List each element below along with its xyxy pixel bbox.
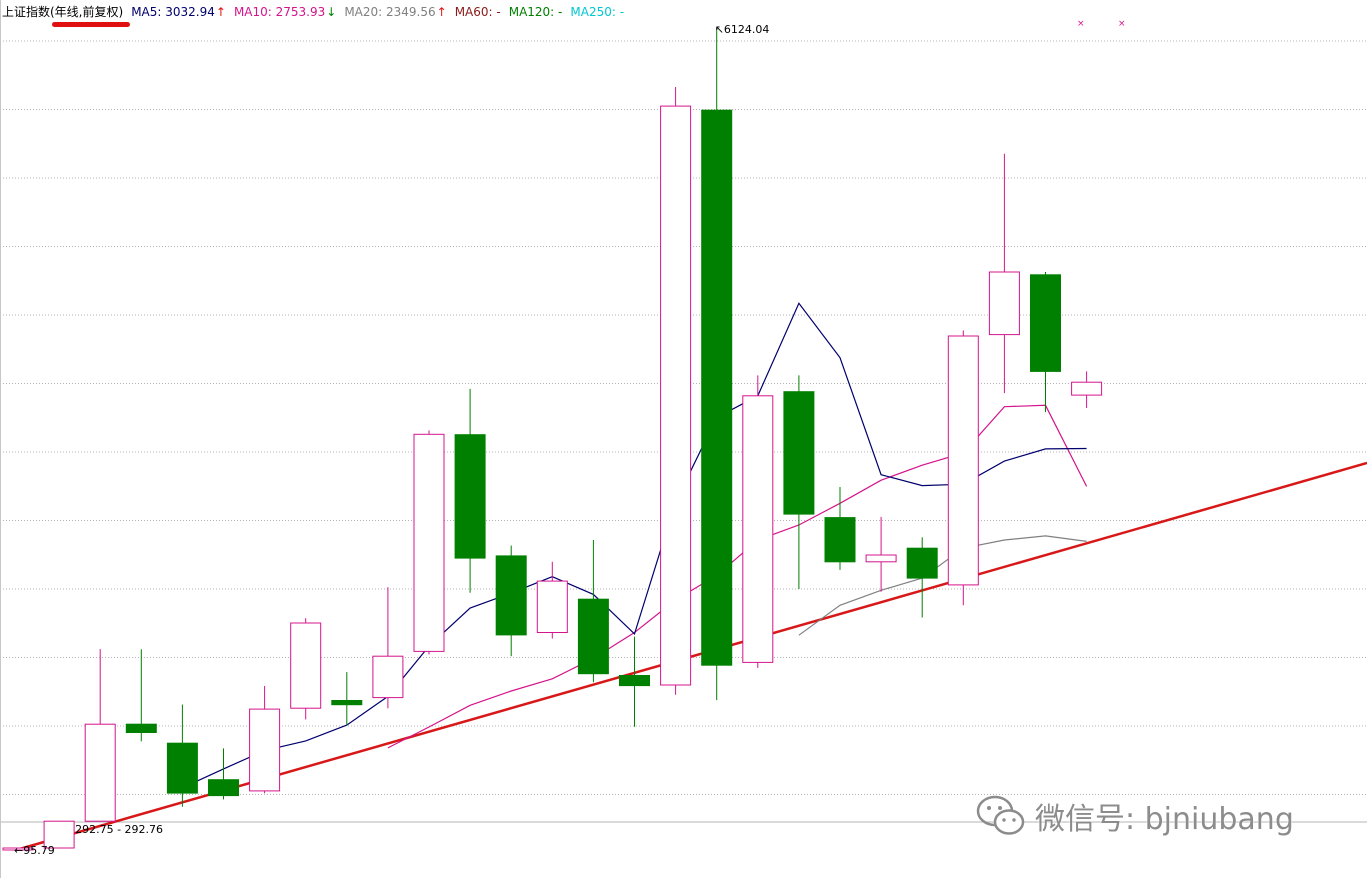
candle-body [166, 742, 198, 794]
candle-body [249, 708, 281, 792]
candle [988, 153, 1020, 394]
candle [166, 704, 198, 807]
ma5-label: MA5: 3032.94 [131, 5, 215, 19]
ma5-line [182, 302, 1087, 789]
candle [619, 636, 650, 727]
ma250-label: MA250: - [570, 5, 625, 19]
candle-body [742, 395, 774, 663]
candle-body [988, 271, 1020, 336]
start-arrow-icon: ← [14, 844, 24, 857]
candle [906, 537, 938, 618]
candle [413, 430, 445, 655]
candle [783, 375, 815, 589]
candle-body [331, 700, 363, 706]
candle-body [536, 580, 568, 633]
low-price-label: 292.75 - 292.76 [75, 823, 164, 837]
candle [1030, 272, 1061, 413]
candle-body [1071, 381, 1103, 396]
candle [865, 516, 897, 592]
ma10-label: MA10: 2753.93 [233, 5, 326, 19]
candle-body [865, 554, 897, 563]
ma5-trend-arrow: ↑ [215, 5, 226, 19]
candle [495, 545, 527, 657]
ma20-line [798, 535, 1087, 636]
start-price-value: 95.79 [23, 844, 55, 857]
ma10-trend-arrow: ↓ [326, 5, 337, 19]
candle-body [577, 598, 609, 675]
candle-body [947, 335, 979, 586]
candle [208, 748, 239, 800]
candle [577, 540, 609, 683]
candle-body [2, 847, 34, 851]
candle-body [372, 655, 404, 699]
candle [331, 672, 363, 726]
candle-body [824, 517, 856, 563]
candle [125, 649, 157, 742]
ma5-legend: MA5: 3032.94↑ [131, 4, 226, 20]
start-price-label: ←95.79 [14, 845, 55, 857]
candle-body [1030, 274, 1061, 372]
max-price-value: 6124.04 [723, 23, 770, 36]
ma20-legend: MA20: 2349.56↑ [344, 4, 446, 20]
candle [372, 587, 404, 709]
chart-title: 上证指数(年线,前复权) [2, 5, 124, 19]
candle [290, 618, 322, 720]
candle [1071, 371, 1103, 409]
candle-body [43, 820, 75, 849]
candle [2, 847, 34, 851]
candle-body [619, 675, 650, 687]
wechat-watermark: 微信号: bjniubang [975, 792, 1294, 840]
candle [742, 375, 774, 668]
max-price-label: ↖6124.04 [715, 24, 770, 36]
max-arrow-icon: ↖ [714, 23, 724, 36]
candle [84, 649, 116, 822]
candle [824, 486, 856, 570]
candle [454, 388, 486, 593]
candle [701, 28, 733, 701]
candle-body [125, 723, 157, 734]
candle [660, 87, 692, 695]
support-trendline [15, 461, 1367, 852]
candle [536, 561, 568, 639]
ma10-legend: MA10: 2753.93↓ [234, 4, 336, 20]
wechat-icon [976, 795, 1025, 835]
candle-body [906, 547, 938, 579]
candle-body [208, 779, 239, 797]
ma20-label: MA20: 2349.56 [344, 5, 436, 19]
candle-body [290, 622, 322, 709]
trendline-layer [15, 461, 1367, 852]
candle-body [413, 433, 445, 652]
ma120-label: MA120: - [508, 5, 563, 19]
ma60-label: MA60: - [454, 5, 501, 19]
x-marker: × [1077, 19, 1085, 29]
candle [249, 685, 281, 794]
candle-body [783, 391, 815, 515]
ma20-trend-arrow: ↑ [436, 5, 447, 19]
chart-legend: 上证指数(年线,前复权) MA5: 3032.94↑ MA10: 2753.93↓ M… [2, 4, 632, 20]
candle-body [660, 105, 692, 686]
candles-layer [2, 28, 1103, 851]
candle [947, 330, 979, 606]
candle-body [495, 555, 527, 636]
ma10-line [387, 404, 1088, 749]
x-marker: × [1118, 19, 1126, 29]
candle-body [454, 434, 486, 559]
watermark-text: 微信号: bjniubang [1035, 802, 1294, 837]
candle-body [84, 723, 116, 822]
candle-body [701, 109, 733, 666]
candle [43, 820, 75, 849]
hand-drawn-underline [52, 22, 130, 27]
